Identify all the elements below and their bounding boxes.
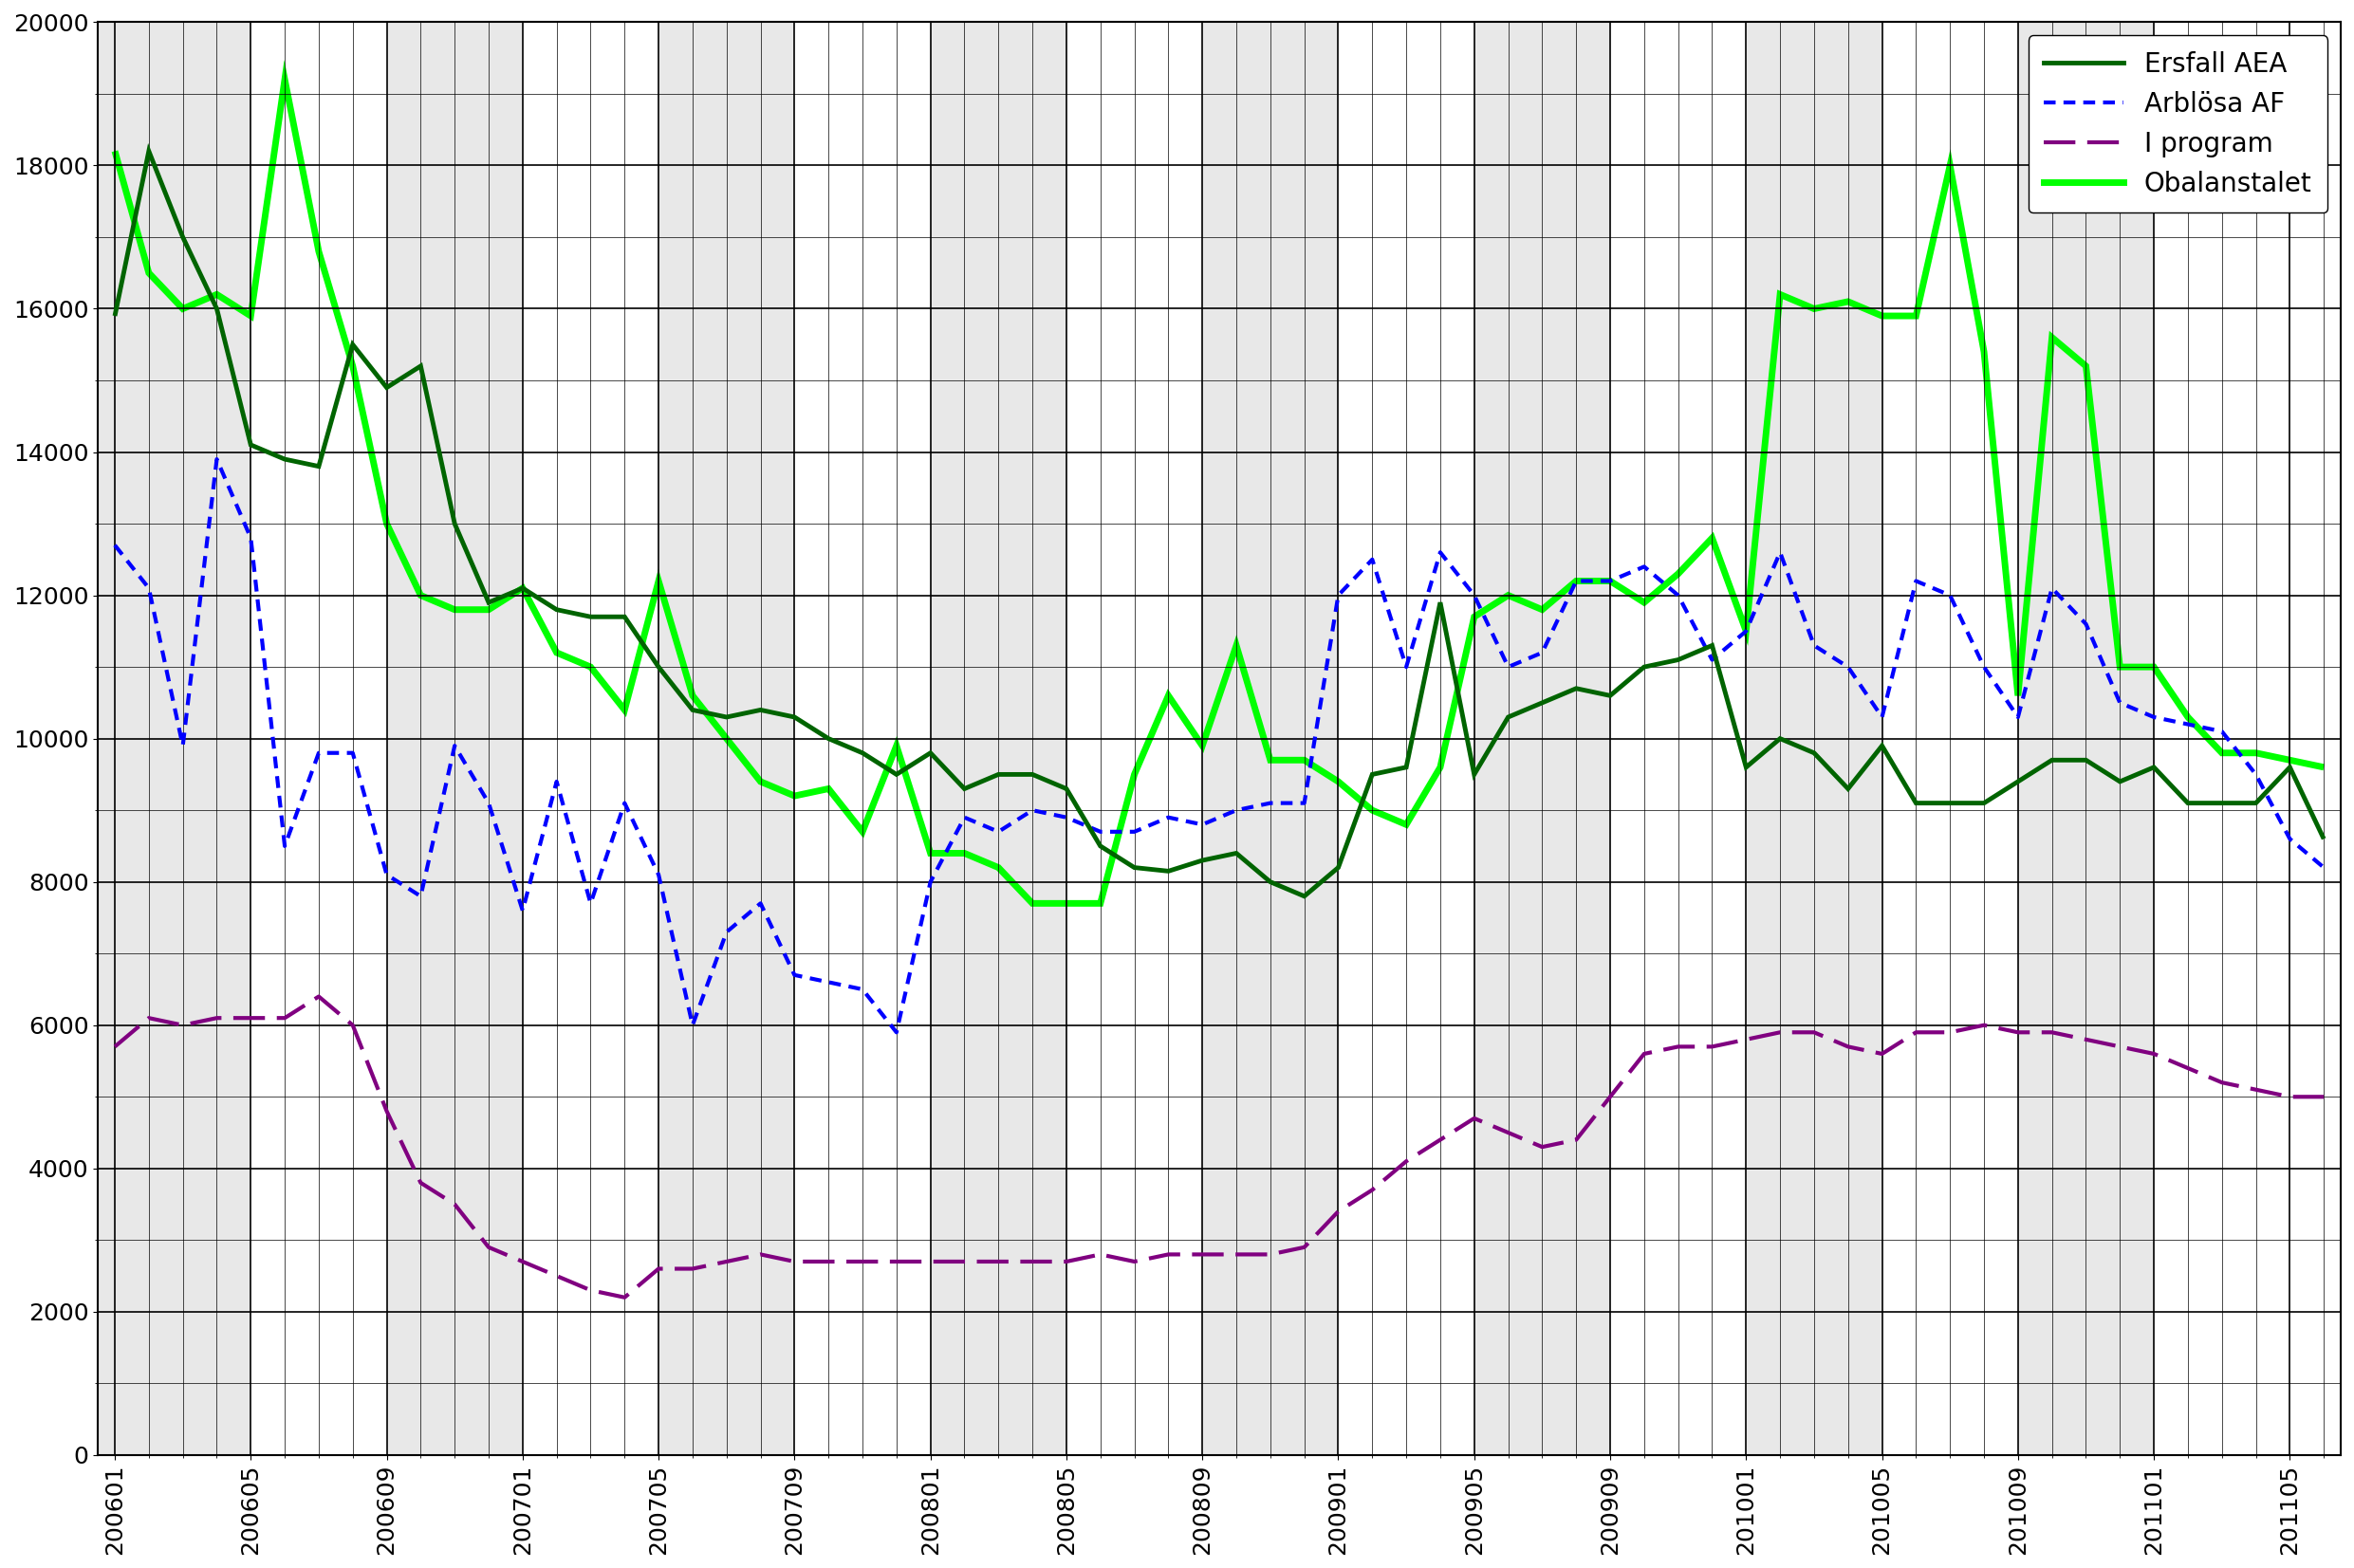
I program: [1902, 1022, 1930, 1041]
Legend: Ersfall AEA, Arblösa AF, I program, Obalanstalet: Ersfall AEA, Arblösa AF, I program, Obal…: [2029, 36, 2328, 213]
Ersfall AEA: [101, 306, 129, 325]
I program: [101, 1038, 129, 1057]
Obalanstalet: [814, 779, 843, 798]
Bar: [99, 22, 115, 1455]
Arblösa AF: [101, 536, 129, 555]
Bar: [1339, 22, 1474, 1455]
Bar: [659, 22, 796, 1455]
Line: Arblösa AF: Arblösa AF: [115, 459, 2323, 1032]
I program: [610, 1287, 638, 1306]
Obalanstalet: [304, 241, 332, 260]
Obalanstalet: [2309, 757, 2338, 776]
Line: Obalanstalet: Obalanstalet: [115, 80, 2323, 903]
Bar: [1066, 22, 1203, 1455]
Arblösa AF: [304, 743, 332, 762]
Bar: [2154, 22, 2290, 1455]
Arblösa AF: [1121, 822, 1149, 840]
I program: [1121, 1253, 1149, 1272]
Obalanstalet: [1121, 765, 1149, 784]
Ersfall AEA: [2309, 829, 2338, 848]
Obalanstalet: [1902, 306, 1930, 325]
Ersfall AEA: [1085, 837, 1113, 856]
Arblösa AF: [814, 972, 843, 991]
Ersfall AEA: [304, 456, 332, 475]
Bar: [252, 22, 386, 1455]
Obalanstalet: [101, 141, 129, 160]
I program: [847, 1253, 876, 1272]
Obalanstalet: [1019, 894, 1048, 913]
Line: I program: I program: [115, 997, 2323, 1297]
Bar: [2017, 22, 2154, 1455]
I program: [713, 1253, 742, 1272]
Ersfall AEA: [134, 141, 162, 160]
Arblösa AF: [2309, 858, 2338, 877]
Obalanstalet: [1153, 687, 1182, 706]
Arblösa AF: [678, 1016, 706, 1035]
Bar: [386, 22, 523, 1455]
Ersfall AEA: [1121, 858, 1149, 877]
Ersfall AEA: [1290, 887, 1318, 906]
Arblösa AF: [883, 1022, 911, 1041]
Bar: [930, 22, 1066, 1455]
Arblösa AF: [202, 450, 231, 469]
Arblösa AF: [1153, 808, 1182, 826]
Ersfall AEA: [814, 729, 843, 748]
I program: [1153, 1245, 1182, 1264]
Bar: [523, 22, 659, 1455]
Bar: [2290, 22, 2340, 1455]
Bar: [1203, 22, 1339, 1455]
I program: [2309, 1087, 2338, 1105]
Bar: [796, 22, 930, 1455]
Ersfall AEA: [1902, 793, 1930, 812]
Arblösa AF: [1902, 572, 1930, 591]
Obalanstalet: [678, 687, 706, 706]
I program: [304, 988, 332, 1007]
Bar: [1883, 22, 2017, 1455]
Bar: [115, 22, 252, 1455]
Ersfall AEA: [678, 701, 706, 720]
Bar: [1474, 22, 1610, 1455]
Obalanstalet: [271, 71, 299, 89]
Bar: [1610, 22, 1747, 1455]
I program: [271, 1008, 299, 1027]
Bar: [1747, 22, 1883, 1455]
Line: Ersfall AEA: Ersfall AEA: [115, 151, 2323, 897]
